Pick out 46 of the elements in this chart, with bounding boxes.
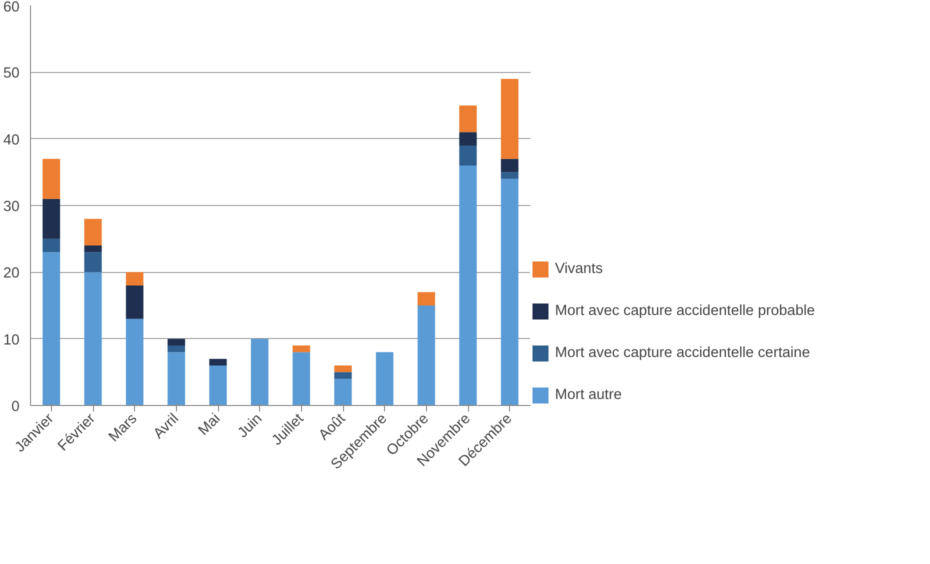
bar [209, 358, 227, 366]
bar [459, 146, 477, 166]
y-tick-label: 50 [3, 66, 20, 82]
bar [168, 352, 186, 406]
bar [126, 272, 144, 286]
bar [418, 292, 436, 306]
y-tick-label: 40 [3, 132, 20, 148]
bar [500, 172, 518, 179]
bar [418, 306, 436, 406]
bar [376, 352, 394, 406]
bar [168, 338, 186, 346]
legend-label: Mort autre [555, 387, 622, 403]
y-tick-label: 30 [3, 199, 20, 215]
bar [168, 346, 186, 352]
legend-label: Vivants [555, 261, 603, 277]
bar [334, 366, 352, 372]
bar [334, 378, 352, 406]
bar [292, 346, 310, 352]
bar [500, 178, 518, 406]
bar [84, 218, 102, 246]
y-tick-label: 10 [3, 332, 20, 348]
bar [42, 252, 60, 406]
x-tick-label: Mai [196, 410, 224, 439]
bar [500, 158, 518, 172]
bar [42, 158, 60, 199]
bar [126, 318, 144, 406]
bar [250, 338, 268, 406]
bar [84, 272, 102, 406]
legend-label: Mort avec capture accidentelle probable [555, 303, 815, 319]
bar [500, 78, 518, 159]
x-tick-label: Juin [235, 410, 266, 442]
bar [84, 252, 102, 272]
y-tick-label: 20 [3, 266, 20, 282]
bar [292, 352, 310, 406]
bar [209, 366, 227, 406]
bar [42, 198, 60, 239]
bar [84, 246, 102, 252]
bar [459, 166, 477, 406]
bar [459, 106, 477, 132]
y-tick-label: 0 [11, 399, 20, 415]
legend-label: Mort avec capture accidentelle certaine [555, 345, 810, 361]
bar [126, 286, 144, 319]
bar [42, 238, 60, 252]
bar [459, 132, 477, 146]
bar [334, 372, 352, 379]
y-tick-label: 60 [3, 0, 20, 16]
